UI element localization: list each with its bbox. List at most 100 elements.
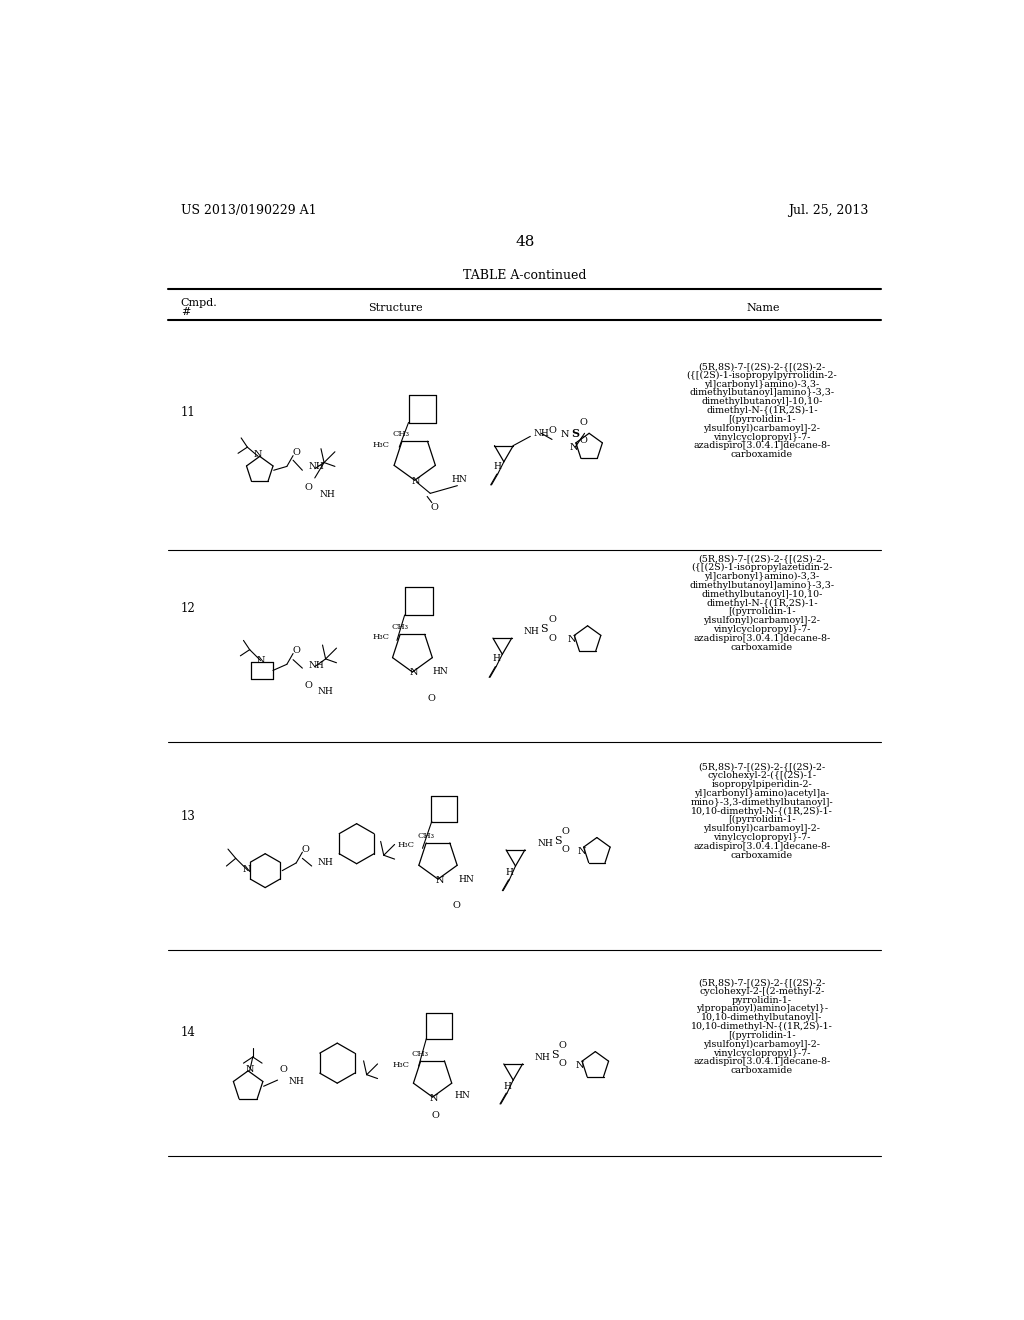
Text: NH: NH (319, 491, 335, 499)
Text: pyrrolidin-1-: pyrrolidin-1- (732, 995, 792, 1005)
Text: dimethylbutanoyl]amino}-3,3-: dimethylbutanoyl]amino}-3,3- (689, 388, 835, 397)
Text: O: O (559, 1041, 567, 1049)
Text: Cmpd.: Cmpd. (180, 298, 217, 308)
Text: vinylcyclopropyl}-7-: vinylcyclopropyl}-7- (713, 1048, 811, 1057)
Text: carboxamide: carboxamide (731, 643, 793, 652)
Text: O: O (280, 1065, 288, 1073)
Text: 48: 48 (515, 235, 535, 248)
Text: carboxamide: carboxamide (731, 851, 793, 859)
Text: Jul. 25, 2013: Jul. 25, 2013 (788, 205, 869, 218)
Text: yl]carbonyl}amino)-3,3-: yl]carbonyl}amino)-3,3- (705, 572, 819, 581)
Text: O: O (430, 503, 438, 512)
Text: 11: 11 (180, 407, 196, 418)
Text: S: S (554, 836, 561, 846)
Text: HN: HN (458, 875, 474, 883)
Text: N: N (412, 478, 421, 486)
Text: H₃C: H₃C (372, 634, 389, 642)
Text: 10,10-dimethylbutanoyl]-: 10,10-dimethylbutanoyl]- (701, 1014, 822, 1022)
Text: NH: NH (317, 858, 334, 867)
Text: cyclohexyl-2-({[(2S)-1-: cyclohexyl-2-({[(2S)-1- (708, 771, 816, 780)
Text: vinylcyclopropyl}-7-: vinylcyclopropyl}-7- (713, 626, 811, 634)
Text: H: H (506, 867, 513, 876)
Text: azadispiro[3.0.4.1]decane-8-: azadispiro[3.0.4.1]decane-8- (693, 634, 830, 643)
Text: N: N (578, 847, 586, 855)
Text: O: O (561, 826, 569, 836)
Text: azadispiro[3.0.4.1]decane-8-: azadispiro[3.0.4.1]decane-8- (693, 441, 830, 450)
Text: azadispiro[3.0.4.1]decane-8-: azadispiro[3.0.4.1]decane-8- (693, 842, 830, 851)
Text: vinylcyclopropyl}-7-: vinylcyclopropyl}-7- (713, 833, 811, 842)
Text: [(pyrrolidin-1-: [(pyrrolidin-1- (728, 816, 796, 825)
Text: H: H (494, 462, 502, 471)
Text: ({[(2S)-1-isopropylpyrrolidin-2-: ({[(2S)-1-isopropylpyrrolidin-2- (686, 371, 838, 380)
Text: ylpropanoyl)amino]acetyl}-: ylpropanoyl)amino]acetyl}- (696, 1005, 828, 1014)
Text: dimethylbutanoyl]-10,10-: dimethylbutanoyl]-10,10- (701, 590, 822, 599)
Text: 10,10-dimethyl-N-{(1R,2S)-1-: 10,10-dimethyl-N-{(1R,2S)-1- (691, 1022, 833, 1031)
Text: N: N (569, 442, 578, 451)
Text: H: H (493, 655, 500, 664)
Text: O: O (548, 634, 556, 643)
Text: 12: 12 (180, 602, 196, 615)
Text: O: O (432, 1111, 439, 1119)
Text: NH: NH (289, 1077, 304, 1086)
Text: NH: NH (308, 462, 325, 471)
Text: CH₃: CH₃ (392, 430, 410, 438)
Text: ylsulfonyl)carbamoyl]-2-: ylsulfonyl)carbamoyl]-2- (703, 1040, 820, 1049)
Text: (5R,8S)-7-[(2S)-2-{[(2S)-2-: (5R,8S)-7-[(2S)-2-{[(2S)-2- (698, 978, 825, 987)
Text: N: N (430, 1094, 438, 1104)
Text: O: O (580, 437, 587, 445)
Text: (5R,8S)-7-[(2S)-2-{[(2S)-2-: (5R,8S)-7-[(2S)-2-{[(2S)-2- (698, 362, 825, 371)
Text: O: O (580, 418, 587, 426)
Text: O: O (292, 447, 300, 457)
Text: NH: NH (524, 627, 540, 636)
Text: 13: 13 (180, 810, 196, 824)
Text: N: N (254, 450, 262, 459)
Text: Structure: Structure (368, 302, 423, 313)
Text: O: O (548, 426, 556, 434)
Text: (5R,8S)-7-[(2S)-2-{[(2S)-2-: (5R,8S)-7-[(2S)-2-{[(2S)-2- (698, 762, 825, 771)
Text: ylsulfonyl)carbamoyl]-2-: ylsulfonyl)carbamoyl]-2- (703, 616, 820, 626)
Text: N: N (435, 876, 443, 886)
Text: N: N (560, 430, 568, 440)
Text: O: O (292, 645, 300, 655)
Text: [(pyrrolidin-1-: [(pyrrolidin-1- (728, 414, 796, 424)
Text: O: O (304, 681, 312, 689)
Text: Name: Name (746, 302, 780, 313)
Text: 14: 14 (180, 1026, 196, 1039)
Text: [(pyrrolidin-1-: [(pyrrolidin-1- (728, 607, 796, 616)
Text: yl]carbonyl}amino)-3,3-: yl]carbonyl}amino)-3,3- (705, 379, 819, 388)
Text: dimethyl-N-{(1R,2S)-1-: dimethyl-N-{(1R,2S)-1- (707, 598, 818, 607)
Text: yl]carbonyl}amino)acetyl]a-: yl]carbonyl}amino)acetyl]a- (694, 789, 829, 797)
Text: O: O (548, 615, 556, 624)
Text: N: N (246, 1065, 254, 1073)
Text: TABLE A-continued: TABLE A-continued (463, 269, 587, 282)
Text: O: O (301, 845, 309, 854)
Text: NH: NH (317, 686, 334, 696)
Text: O: O (559, 1060, 567, 1068)
Text: cyclohexyl-2-[(2-methyl-2-: cyclohexyl-2-[(2-methyl-2- (699, 986, 824, 995)
Text: NH: NH (535, 1053, 551, 1063)
Text: dimethyl-N-{(1R,2S)-1-: dimethyl-N-{(1R,2S)-1- (707, 407, 818, 414)
Text: S: S (541, 624, 548, 634)
Text: N: N (410, 668, 418, 677)
Text: N: N (568, 635, 577, 644)
Text: NH: NH (308, 660, 325, 669)
Text: mino}-3,3-dimethylbutanoyl]-: mino}-3,3-dimethylbutanoyl]- (690, 797, 834, 807)
Text: S: S (571, 428, 580, 438)
Text: (5R,8S)-7-[(2S)-2-{[(2S)-2-: (5R,8S)-7-[(2S)-2-{[(2S)-2- (698, 554, 825, 564)
Text: carboxamide: carboxamide (731, 450, 793, 459)
Text: #: # (180, 308, 190, 317)
Text: [(pyrrolidin-1-: [(pyrrolidin-1- (728, 1031, 796, 1040)
Text: US 2013/0190229 A1: US 2013/0190229 A1 (180, 205, 316, 218)
Text: dimethylbutanoyl]-10,10-: dimethylbutanoyl]-10,10- (701, 397, 822, 407)
Text: vinylcyclopropyl}-7-: vinylcyclopropyl}-7- (713, 433, 811, 442)
Text: NH: NH (534, 429, 549, 438)
Text: HN: HN (452, 475, 468, 484)
Text: CH₃: CH₃ (391, 623, 409, 631)
Text: CH₃: CH₃ (417, 832, 434, 840)
Text: dimethylbutanoyl]amino}-3,3-: dimethylbutanoyl]amino}-3,3- (689, 581, 835, 590)
Text: HN: HN (432, 667, 449, 676)
Text: O: O (304, 483, 312, 491)
Text: H₃C: H₃C (397, 841, 415, 849)
Text: HN: HN (455, 1092, 470, 1100)
Text: NH: NH (538, 840, 553, 849)
